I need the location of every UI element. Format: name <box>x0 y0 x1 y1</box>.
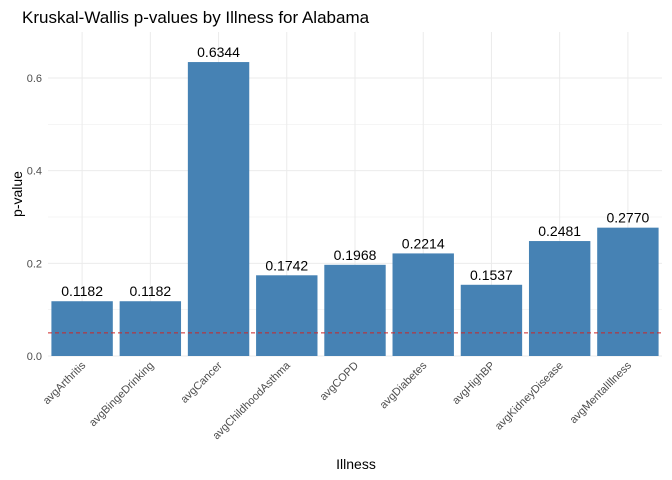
bar <box>392 253 454 356</box>
bar <box>324 264 386 356</box>
bar <box>460 284 523 356</box>
x-tick-label: avgDiabetes <box>378 359 430 411</box>
bar <box>256 275 318 356</box>
bar <box>187 62 250 356</box>
data-label: 0.6344 <box>197 44 240 60</box>
y-tick-label: 0.4 <box>27 166 42 178</box>
y-tick-label: 0.2 <box>27 258 42 270</box>
bars <box>51 62 659 356</box>
data-label: 0.1968 <box>334 247 377 263</box>
data-label: 0.2214 <box>402 235 445 251</box>
x-tick-label: avgChildhoodAsthma <box>210 359 293 442</box>
bar <box>597 227 659 356</box>
data-labels: 0.1182 0.1182 0.6344 0.1742 0.1968 0.2214 0.15… <box>61 44 649 299</box>
x-tick-label: avgCOPD <box>318 360 362 404</box>
x-tick-label: avgKidneyDisease <box>493 360 566 433</box>
data-label: 0.1537 <box>470 267 513 283</box>
data-label: 0.2770 <box>606 210 649 226</box>
y-axis-title: p-value <box>9 171 25 217</box>
bar <box>528 241 591 356</box>
x-tick-label: avgArthritis <box>41 359 89 407</box>
x-tick-label: avgHighBP <box>450 360 497 407</box>
chart-title: Kruskal-Wallis p-values by Illness for A… <box>22 8 370 27</box>
x-tick-label: avgCancer <box>179 359 225 405</box>
y-tick-labels: 0.0 0.2 0.4 0.6 <box>27 73 42 363</box>
y-tick-label: 0.6 <box>27 73 42 85</box>
x-tick-label: avgBingeDrinking <box>87 360 156 429</box>
data-label: 0.1742 <box>265 257 308 273</box>
data-label: 0.2481 <box>538 223 581 239</box>
bar <box>119 301 182 356</box>
bar <box>51 301 113 356</box>
x-tick-label: avgMentalIllness <box>568 359 635 426</box>
data-label: 0.1182 <box>61 283 103 299</box>
data-label: 0.1182 <box>129 283 171 299</box>
x-axis-title: Illness <box>336 456 376 472</box>
y-tick-label: 0.0 <box>27 351 42 363</box>
